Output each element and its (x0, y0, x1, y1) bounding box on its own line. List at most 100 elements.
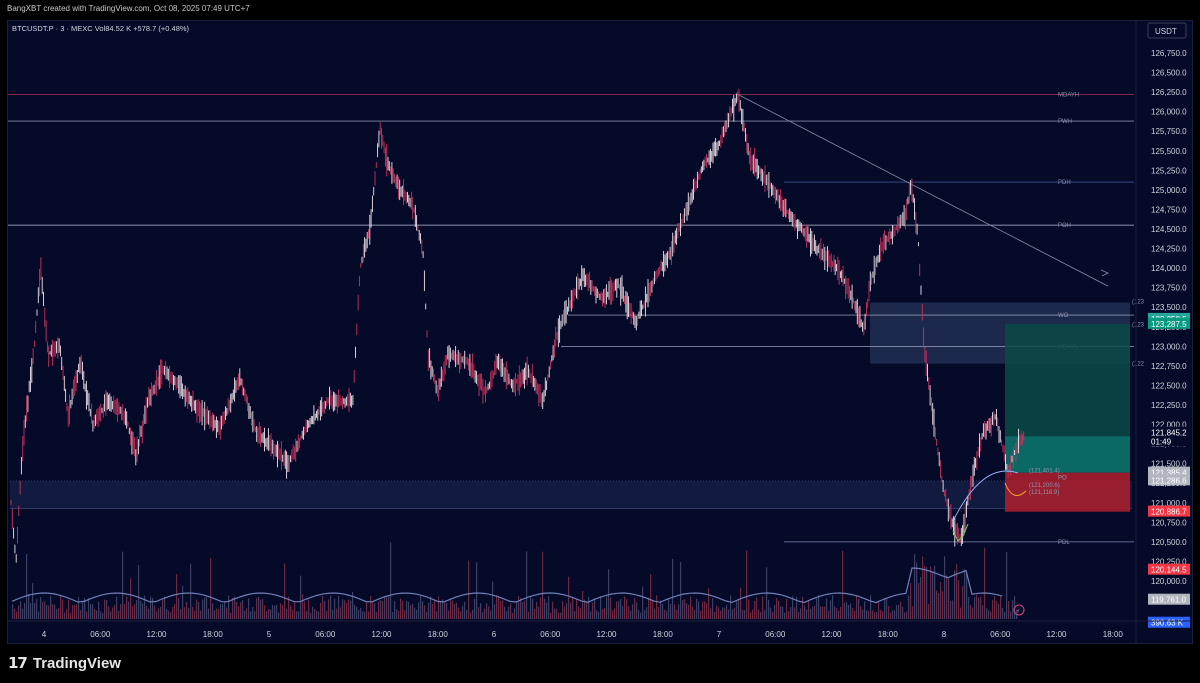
volume-bar (270, 609, 272, 619)
volume-bar (604, 608, 606, 619)
volume-bar (248, 598, 250, 619)
volume-bar (948, 578, 950, 619)
volume-bar (446, 602, 448, 619)
price-tag-bg (1148, 474, 1190, 486)
volume-bar (900, 601, 902, 619)
volume-bar (980, 597, 982, 619)
volume-bar (258, 596, 260, 619)
volume-bar (608, 569, 610, 619)
volume-bar (232, 597, 234, 619)
volume-bar (344, 600, 346, 619)
volume-bar (472, 609, 474, 619)
time-tick: 4 (42, 630, 47, 639)
volume-bar (838, 610, 840, 619)
volume-bar (808, 601, 810, 619)
volume-bar (572, 597, 574, 619)
volume-bar (44, 601, 46, 619)
volume-bar (318, 611, 320, 619)
price-chart[interactable]: BTCUSDT.P · 3 · MEXC Vol84.52 K +578.7 (… (8, 21, 1193, 644)
volume-bar (802, 596, 804, 619)
volume-bar (720, 610, 722, 619)
time-tick: 06:00 (540, 630, 561, 639)
volume-bar (782, 606, 784, 619)
volume-bar (648, 597, 650, 619)
volume-bar (752, 609, 754, 619)
volume-bar (656, 595, 658, 619)
volume-bar (42, 602, 44, 619)
chart-frame[interactable]: BTCUSDT.P · 3 · MEXC Vol84.52 K +578.7 (… (7, 20, 1193, 644)
volume-bar (84, 598, 86, 619)
volume-bar (704, 601, 706, 619)
volume-bar (618, 601, 620, 619)
symbol-legend: BTCUSDT.P · 3 · MEXC Vol84.52 K +578.7 (… (12, 24, 190, 33)
volume-bar (934, 565, 936, 619)
volume-bar (740, 587, 742, 619)
volume-bar (520, 598, 522, 619)
time-tick: 8 (942, 630, 947, 639)
volume-bar (646, 607, 648, 619)
volume-bar (432, 603, 434, 619)
volume-bar (134, 603, 136, 619)
volume-bar (954, 570, 956, 619)
volume-bar (638, 609, 640, 619)
volume-bar (360, 608, 362, 619)
volume-bar (438, 596, 440, 619)
volume-bar (378, 601, 380, 619)
volume-bar (686, 603, 688, 619)
volume-bar (890, 612, 892, 619)
price-tick: 123,000.0 (1151, 342, 1187, 351)
volume-bar (556, 609, 558, 619)
volume-bar (28, 593, 30, 619)
volume-bar (428, 602, 430, 619)
volume-bar (654, 608, 656, 619)
volume-bar (982, 605, 984, 619)
footer-bar (0, 644, 1200, 683)
volume-bar (580, 608, 582, 619)
volume-bar (540, 597, 542, 619)
level-label-poh: POH (1058, 223, 1071, 229)
caption-text: BangXBT created with TradingView.com, Oc… (7, 4, 250, 13)
position-label: (121,200.6) (1029, 483, 1060, 489)
alert-icon-glyph: ⚡ (1016, 608, 1020, 615)
volume-bar (138, 565, 140, 619)
volume-bar (292, 609, 294, 619)
price-tick: 125,250.0 (1151, 166, 1187, 175)
volume-bar (996, 601, 998, 619)
volume-bar (390, 542, 392, 619)
price-tag-bg (1148, 426, 1190, 438)
volume-bar (888, 606, 890, 619)
volume-bar (776, 597, 778, 619)
top-caption-bar: BangXBT created with TradingView.com, Oc… (0, 0, 1200, 20)
volume-bar (812, 606, 814, 619)
volume-bar (106, 600, 108, 619)
volume-bar (76, 604, 78, 619)
volume-bar (902, 606, 904, 619)
volume-bar (424, 605, 426, 619)
currency-button: USDT (1147, 22, 1187, 39)
volume-bar (470, 612, 472, 619)
volume-bar (278, 612, 280, 619)
trend-arrow-head (1100, 269, 1109, 277)
volume-bar (778, 600, 780, 619)
volume-bar (886, 598, 888, 619)
volume-bar (994, 596, 996, 619)
price-tag: 121,845.2 (1148, 426, 1190, 438)
volume-bar (228, 595, 230, 619)
volume-bar (642, 586, 644, 619)
time-tick: 18:00 (878, 630, 899, 639)
volume-bar (714, 611, 716, 619)
volume-bar (496, 595, 498, 619)
volume-bar (14, 608, 16, 619)
volume-bar (1012, 600, 1014, 619)
volume-bar (456, 602, 458, 619)
alert-icon-ring (1013, 604, 1025, 616)
volume-bar (696, 598, 698, 619)
volume-bar (362, 611, 364, 619)
volume-bar (626, 599, 628, 619)
volume-bar (810, 608, 812, 619)
volume-bar (620, 599, 622, 619)
volume-bar (774, 605, 776, 619)
volume-bar (880, 609, 882, 619)
volume-bar (152, 598, 154, 619)
volume-bar (442, 599, 444, 619)
